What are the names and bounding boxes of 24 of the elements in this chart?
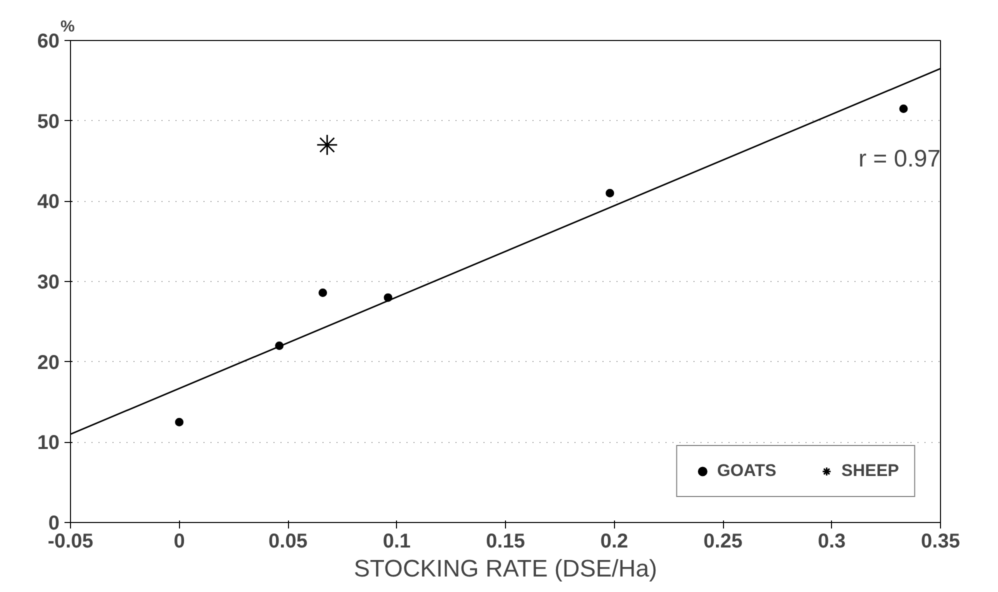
point: [318, 288, 328, 297]
x-tick-label: 0.3: [818, 530, 846, 552]
y-tick-label: 60: [37, 30, 60, 52]
x-tick-label: 0: [174, 530, 185, 552]
point: [899, 104, 908, 114]
y-tick-label: 50: [37, 110, 60, 133]
y-tick-label: 20: [37, 352, 60, 374]
x-tick-label: 0.15: [486, 530, 525, 552]
point: [175, 418, 184, 426]
x-axis-title: STOCKING RATE (DSE/Ha): [354, 556, 658, 582]
x-tick-label: 0.1: [382, 530, 411, 552]
legend-label: GOATS: [717, 461, 776, 481]
y-tick-label: 10: [37, 432, 60, 454]
y-tick-label: 40: [37, 191, 60, 214]
point: [316, 134, 338, 156]
annotation: r = 0.97: [858, 146, 941, 172]
y-tick-label: 30: [37, 272, 60, 294]
legend-label: SHEEP: [841, 461, 899, 481]
x-tick-label: 0.2: [600, 530, 628, 552]
point: [606, 188, 614, 198]
y-axis-title: %: [60, 18, 75, 36]
x-tick-label: 0.25: [704, 530, 742, 552]
x-tick-label: 0.05: [268, 530, 308, 552]
x-tick-label: 0.35: [921, 530, 960, 552]
